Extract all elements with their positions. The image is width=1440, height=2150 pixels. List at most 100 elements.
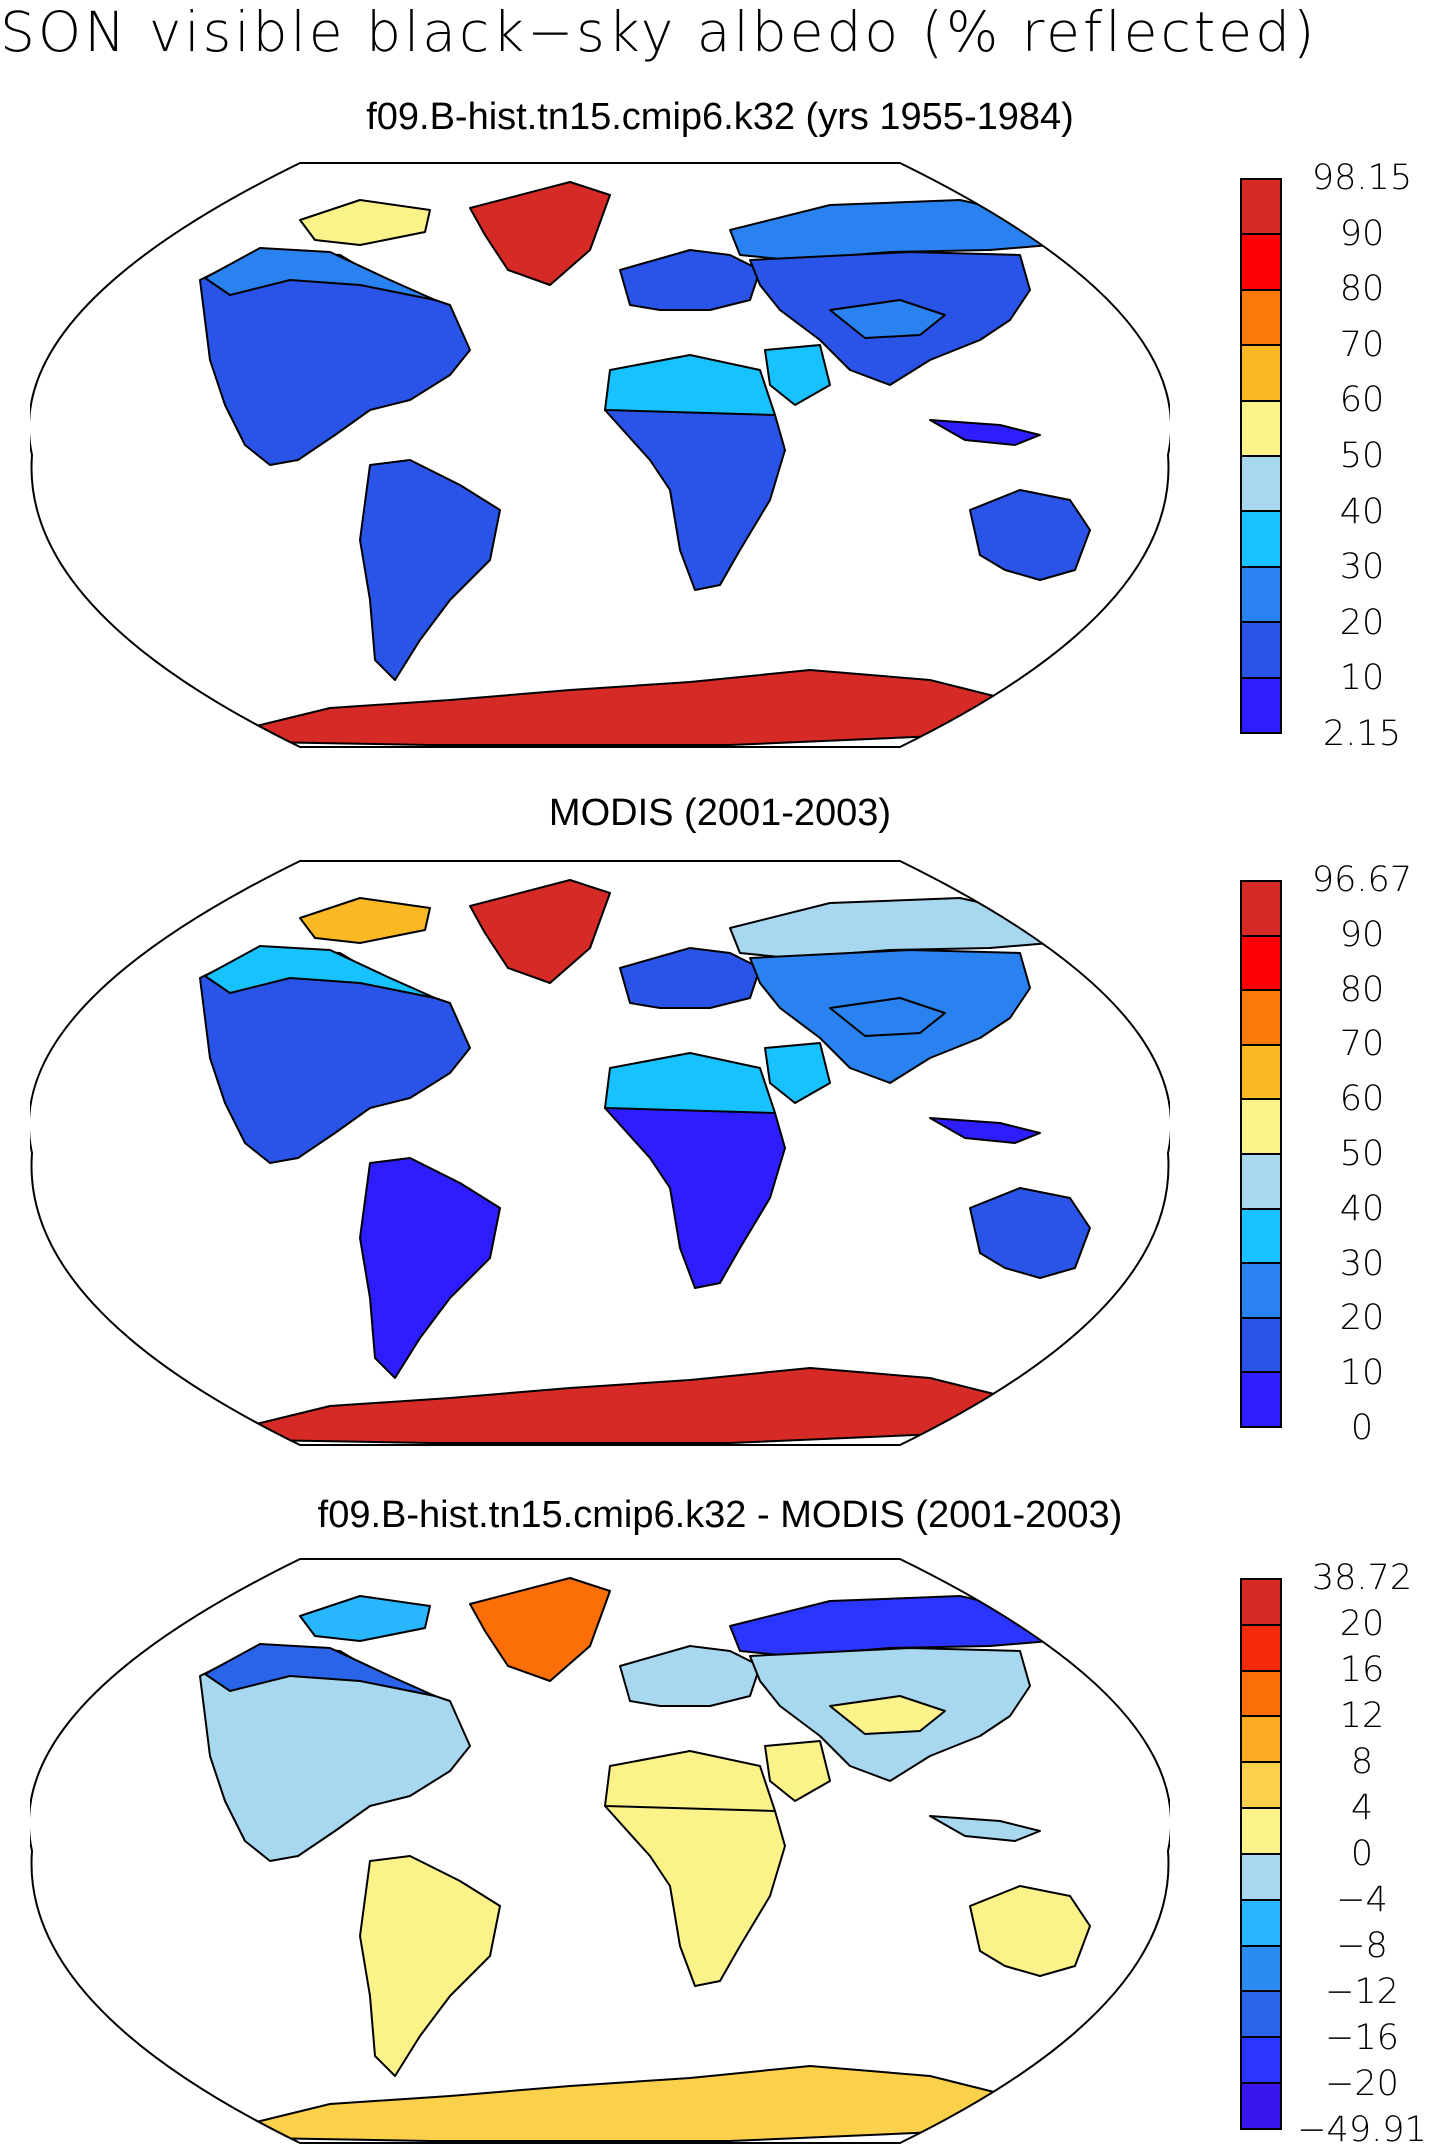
colorbar-swatch — [1242, 344, 1280, 400]
region-canada-north — [204, 1643, 436, 1697]
colorbar-tick-label: 2.15 — [1323, 714, 1401, 754]
colorbar-swatch — [1242, 1152, 1280, 1208]
colorbar-swatch — [1242, 989, 1280, 1044]
colorbar-swatch — [1242, 1316, 1280, 1372]
region-africa — [604, 1107, 786, 1289]
colorbar-swatch — [1242, 2082, 1280, 2128]
modis-colorbar — [1240, 880, 1282, 1428]
colorbar-swatch — [1242, 1761, 1280, 1808]
colorbar-tick-label: −16 — [1325, 2018, 1399, 2058]
region-arctic-islands — [299, 1595, 431, 1642]
colorbar-tick-label: −8 — [1336, 1926, 1388, 1966]
region-arctic-islands — [299, 897, 431, 944]
map-boundary — [30, 1558, 1170, 2144]
colorbar-tick-label: 38.72 — [1311, 1558, 1413, 1598]
colorbar-tick-label: 60 — [1339, 380, 1385, 421]
region-australia — [969, 489, 1091, 581]
region-arabia — [764, 344, 831, 406]
region-africa — [604, 409, 786, 591]
colorbar-tick-label: 80 — [1339, 269, 1385, 310]
colorbar-swatch — [1242, 180, 1280, 234]
colorbar-tick-label: 80 — [1339, 969, 1385, 1010]
colorbar-tick-label: 90 — [1339, 213, 1385, 254]
region-antarctica — [239, 669, 1031, 746]
colorbar-swatch — [1242, 1669, 1280, 1716]
region-antarctica — [239, 2065, 1031, 2142]
colorbar-tick-label: 0 — [1350, 1834, 1374, 1874]
region-tibet — [829, 299, 946, 339]
colorbar-tick-label: 50 — [1339, 1134, 1385, 1174]
region-tibet — [829, 997, 946, 1037]
colorbar-tick-label: 12 — [1339, 1696, 1385, 1736]
colorbar-tick-label: 60 — [1339, 1079, 1385, 1120]
colorbar-tick-label: 8 — [1350, 1742, 1374, 1782]
region-europe — [619, 947, 761, 1009]
colorbar-tick-label: −12 — [1325, 1972, 1399, 2012]
region-south-america — [359, 1157, 501, 1379]
colorbar-swatch — [1242, 565, 1280, 622]
colorbar-tick-label: 30 — [1339, 547, 1385, 588]
region-south-america — [359, 1855, 501, 2077]
colorbar-swatch — [1242, 1580, 1280, 1624]
colorbar-swatch — [1242, 1207, 1280, 1263]
region-arabia — [764, 1740, 831, 1802]
region-greenland — [469, 879, 611, 984]
colorbar-tick-label: 90 — [1339, 914, 1385, 955]
colorbar-tick-label: 40 — [1339, 1188, 1385, 1229]
map-boundary — [30, 162, 1170, 748]
panel-title-difference: f09.B-hist.tn15.cmip6.k32 - MODIS (2001-… — [317, 1494, 1123, 1536]
colorbar-tick-label: 70 — [1339, 324, 1385, 365]
colorbar-swatch — [1242, 288, 1280, 345]
colorbar-swatch — [1242, 1043, 1280, 1099]
colorbar-tick-label: 30 — [1339, 1243, 1385, 1284]
colorbar-tick-label: 10 — [1339, 658, 1385, 699]
colorbar-swatch — [1242, 399, 1280, 456]
colorbar-tick-label: 4 — [1350, 1788, 1374, 1828]
region-south-america — [359, 459, 501, 681]
colorbar-swatch — [1242, 2036, 1280, 2083]
colorbar-tick-label: 98.15 — [1311, 158, 1413, 198]
colorbar-tick-label: 40 — [1339, 491, 1385, 532]
colorbar-swatch — [1242, 934, 1280, 990]
region-siberia — [729, 897, 1051, 959]
figure-title: SON visible black−sky albedo (% reflecte… — [0, 0, 1318, 64]
region-tibet — [829, 1695, 946, 1735]
colorbar-swatch — [1242, 1262, 1280, 1317]
colorbar-swatch — [1242, 1852, 1280, 1899]
region-arctic-islands — [299, 199, 431, 246]
colorbar-swatch — [1242, 1715, 1280, 1762]
colorbar-swatch — [1242, 1990, 1280, 2037]
region-canada-north — [204, 247, 436, 301]
colorbar-tick-label: 10 — [1339, 1353, 1385, 1394]
region-africa — [604, 1805, 786, 1987]
colorbar-swatch — [1242, 1807, 1280, 1853]
region-indonesia — [929, 1117, 1041, 1144]
colorbar-tick-label: 96.67 — [1311, 860, 1413, 900]
difference-map — [30, 1558, 1170, 2144]
modis-albedo-map — [30, 860, 1170, 1446]
region-indonesia — [929, 419, 1041, 446]
colorbar-tick-label: 50 — [1339, 436, 1385, 476]
colorbar-tick-label: 0 — [1350, 1408, 1374, 1448]
region-greenland — [469, 1577, 611, 1682]
region-arabia — [764, 1042, 831, 1104]
colorbar-tick-label: 16 — [1339, 1650, 1385, 1690]
colorbar-tick-label: 20 — [1339, 1298, 1385, 1339]
panel-title-model: f09.B-hist.tn15.cmip6.k32 (yrs 1955-1984… — [366, 96, 1074, 138]
region-australia — [969, 1885, 1091, 1977]
difference-colorbar — [1240, 1578, 1282, 2130]
colorbar-tick-label: −49.91 — [1297, 2110, 1427, 2150]
colorbar-tick-label: −4 — [1336, 1880, 1388, 1920]
region-indonesia — [929, 1815, 1041, 1842]
colorbar-swatch — [1242, 676, 1280, 733]
colorbar-swatch — [1242, 1623, 1280, 1670]
map-boundary — [30, 860, 1170, 1446]
region-europe — [619, 249, 761, 311]
colorbar-swatch — [1242, 1098, 1280, 1153]
panel-title-modis: MODIS (2001-2003) — [548, 792, 892, 834]
model-colorbar — [1240, 178, 1282, 734]
colorbar-tick-label: 20 — [1339, 1604, 1385, 1644]
model-albedo-map — [30, 162, 1170, 748]
region-australia — [969, 1187, 1091, 1279]
colorbar-swatch — [1242, 882, 1280, 935]
